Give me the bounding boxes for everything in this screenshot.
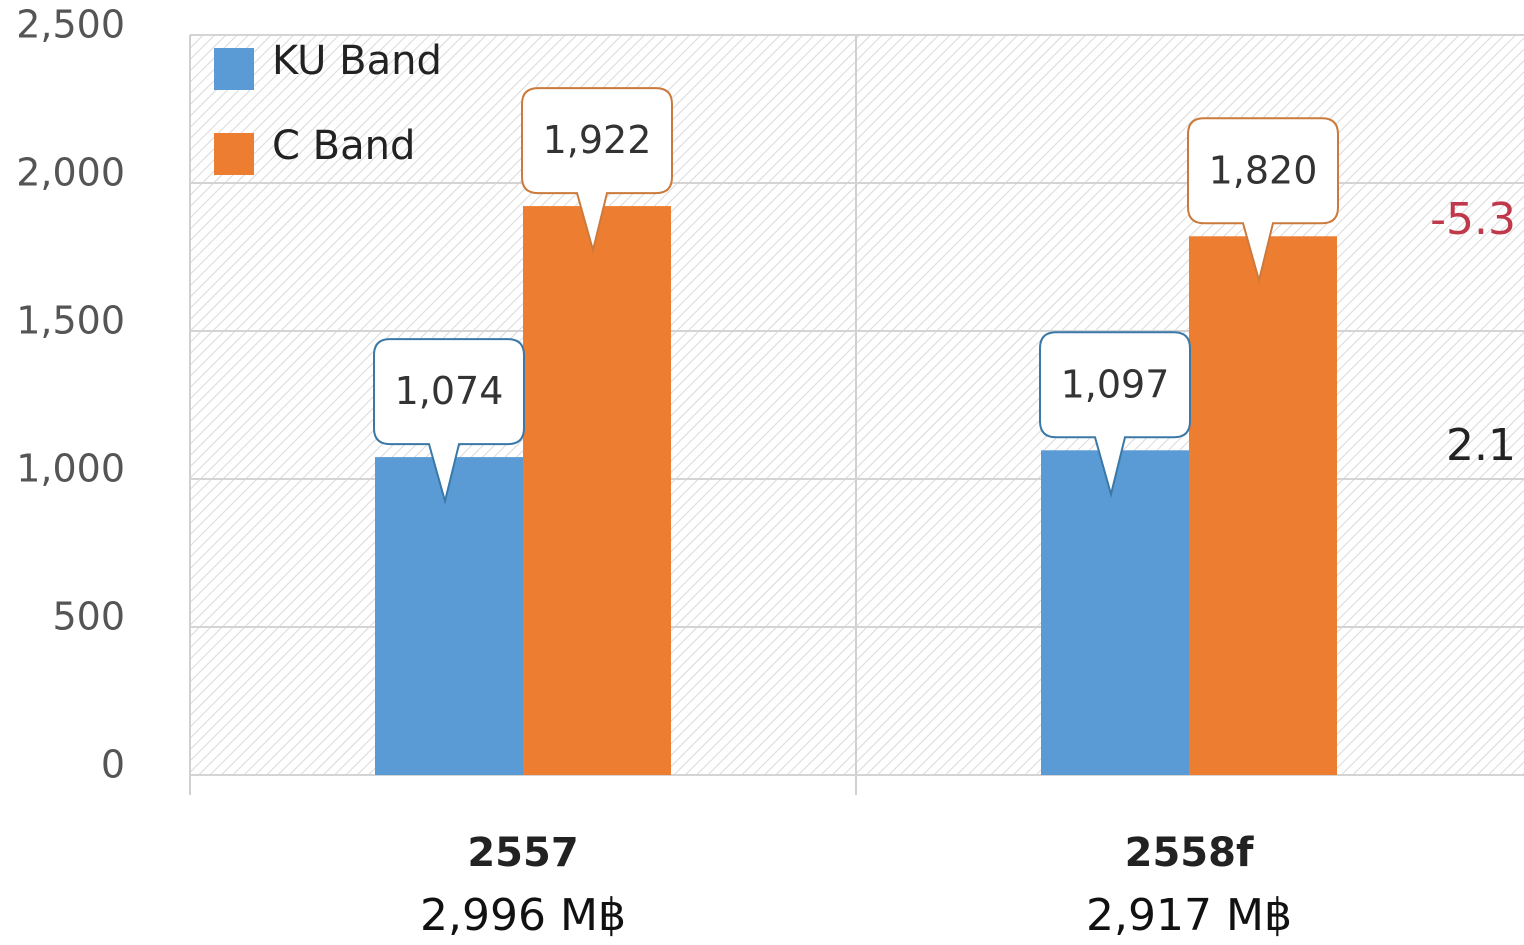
legend-label: C Band [272,123,415,169]
data-label: 1,097 [1061,362,1170,406]
x-tick-label: 2557 [467,830,578,876]
y-tick-label: 0 [101,743,125,787]
bar [523,206,671,775]
bar [375,457,523,775]
bar [1189,236,1337,775]
bar [1041,450,1189,775]
category-total: 2,996 M฿ [420,890,626,941]
data-label: 1,922 [543,118,652,162]
x-tick-label: 2558f [1125,830,1254,876]
data-label: 1,820 [1209,148,1318,192]
legend-swatch [214,133,254,175]
annotation: -5.3 [1430,194,1516,245]
callout-box [1039,331,1191,499]
callout-box [1187,117,1339,285]
legend-swatch [214,48,254,90]
callout-box [521,87,673,255]
category-total: 2,917 M฿ [1086,890,1292,941]
y-tick-label: 2,500 [16,3,125,47]
data-label: 1,074 [395,369,504,413]
y-tick-label: 500 [52,595,125,639]
y-tick-label: 2,000 [16,151,125,195]
legend-label: KU Band [272,38,442,84]
callout-box [373,338,525,506]
y-tick-label: 1,000 [16,447,125,491]
annotation: 2.1 [1446,420,1516,471]
y-tick-label: 1,500 [16,299,125,343]
